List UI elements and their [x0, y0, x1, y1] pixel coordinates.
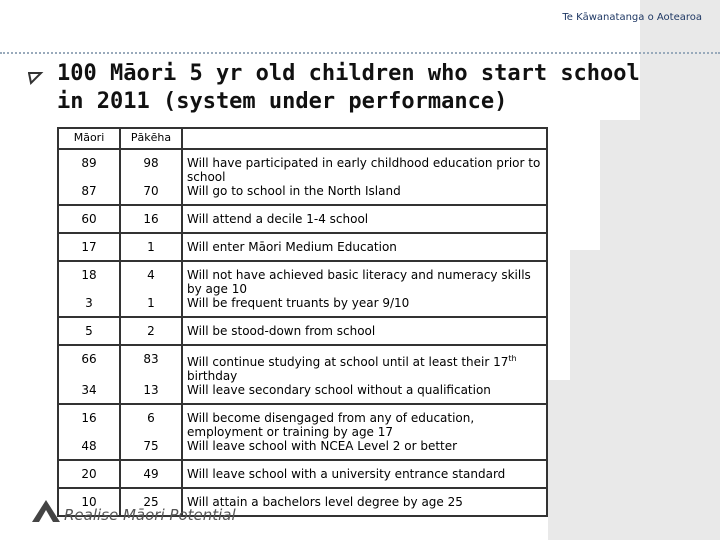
description-cell: Will be frequent truants by year 9/10	[181, 296, 548, 317]
row-group: 10 25 Will attain a bachelors level degree…	[57, 488, 548, 516]
description-cell: Will leave secondary school without a qu…	[181, 383, 548, 404]
description: Will enter Māori Medium Education	[187, 240, 397, 254]
data-table: Māori Pākēha 89 98 Will have participated …	[57, 127, 548, 517]
description: Will be stood-down from school	[187, 324, 376, 338]
description: Will attend a decile 1-4 school	[187, 212, 369, 226]
table-row: 89 98 Will have participated in early chil…	[57, 149, 548, 184]
superscript: th	[508, 354, 517, 363]
description-cell: Will leave school with a university entr…	[181, 460, 548, 488]
pakeha-cell: 70	[119, 184, 183, 205]
maori-cell: 16	[57, 404, 121, 439]
footer: Realise Māori Potential	[32, 500, 236, 526]
maori-cell: 20	[57, 460, 121, 488]
table-row: 87 70 Will go to school in the North Islan…	[57, 184, 548, 205]
table-row: 20 49 Will leave school with a university …	[57, 460, 548, 488]
maori-cell: 87	[57, 184, 121, 205]
maori-cell: 5	[57, 317, 121, 345]
row-group: 20 49 Will leave school with a university …	[57, 460, 548, 488]
description: Will continue studying at school until a…	[187, 355, 509, 369]
row-group: 17 1 Will enter Māori Medium Education	[57, 233, 548, 261]
description-cell: Will not have achieved basic literacy an…	[181, 261, 548, 296]
maori-cell: 34	[57, 383, 121, 404]
description: Will be frequent truants by year 9/10	[187, 296, 410, 310]
title-line: 100 Māori 5 yr old children who start sc…	[57, 61, 640, 86]
description-cell: Will continue studying at school until a…	[181, 345, 548, 383]
description: Will leave school with NCEA Level 2 or b…	[187, 439, 458, 453]
row-group: 5 2 Will be stood-down from school	[57, 317, 548, 345]
description-cell: Will be stood-down from school	[181, 317, 548, 345]
table-row: 3 1 Will be frequent truants by year 9/10	[57, 296, 548, 317]
maori-cell: 89	[57, 149, 121, 184]
row-group: 18 4 Will not have achieved basic literacy…	[57, 261, 548, 317]
pakeha-cell: 13	[119, 383, 183, 404]
pakeha-cell: 98	[119, 149, 183, 184]
table-row: 18 4 Will not have achieved basic literacy…	[57, 261, 548, 296]
row-group: 66 83 Will continue studying at school unt…	[57, 345, 548, 404]
row-group: 16 6 Will become disengaged from any of ed…	[57, 404, 548, 460]
description: Will leave secondary school without a qu…	[187, 383, 491, 397]
pakeha-cell: 49	[119, 460, 183, 488]
maori-cell: 48	[57, 439, 121, 460]
row-group: 89 98 Will have participated in early chil…	[57, 149, 548, 205]
description-cell: Will attain a bachelors level degree by …	[181, 488, 548, 516]
table-row: 17 1 Will enter Māori Medium Education	[57, 233, 548, 261]
description-cell: Will attend a decile 1-4 school	[181, 205, 548, 233]
column-header	[181, 127, 548, 150]
maori-cell: 10	[57, 488, 121, 516]
table-row: 60 16 Will attend a decile 1-4 school	[57, 205, 548, 233]
title: 100 Māori 5 yr old children who start sc…	[57, 60, 640, 116]
column-header: Māori	[57, 127, 121, 150]
divider	[0, 52, 720, 54]
table-row: 16 6 Will become disengaged from any of ed…	[57, 404, 548, 439]
footer-icon	[32, 500, 60, 522]
pakeha-cell: 75	[119, 439, 183, 460]
pakeha-cell: 6	[119, 404, 183, 439]
description-cell: Will leave school with NCEA Level 2 or b…	[181, 439, 548, 460]
description-cell: Will become disengaged from any of educa…	[181, 404, 548, 439]
description-cell: Will have participated in early childhoo…	[181, 149, 548, 184]
pakeha-cell: 25	[119, 488, 183, 516]
description: Will leave school with a university entr…	[187, 467, 506, 481]
pakeha-cell: 1	[119, 233, 183, 261]
pakeha-cell: 2	[119, 317, 183, 345]
pakeha-cell: 83	[119, 345, 183, 383]
description: Will attain a bachelors level degree by …	[187, 495, 463, 509]
description: Will become disengaged from any of educa…	[187, 411, 475, 439]
footer-tagline: Realise Māori Potential	[64, 506, 236, 524]
description: birthday	[187, 369, 238, 383]
pakeha-cell: 4	[119, 261, 183, 296]
description-cell: Will enter Māori Medium Education	[181, 233, 548, 261]
logo-text: Te Kāwanatanga o Aotearoa	[562, 12, 702, 23]
maori-cell: 18	[57, 261, 121, 296]
maori-cell: 3	[57, 296, 121, 317]
maori-cell: 17	[57, 233, 121, 261]
row-group: 60 16 Will attend a decile 1-4 school	[57, 205, 548, 233]
table-row: 10 25 Will attain a bachelors level degree…	[57, 488, 548, 516]
pakeha-cell: 16	[119, 205, 183, 233]
bullet-icon	[28, 72, 44, 86]
table-row: 66 83 Will continue studying at school unt…	[57, 345, 548, 383]
table-row: 34 13 Will leave secondary school without …	[57, 383, 548, 404]
table-row: 48 75 Will leave school with NCEA Level 2 …	[57, 439, 548, 460]
maori-cell: 60	[57, 205, 121, 233]
table-row: 5 2 Will be stood-down from school	[57, 317, 548, 345]
description: Will have participated in early childhoo…	[187, 156, 541, 184]
title-line: in 2011 (system under performance)	[57, 89, 508, 114]
description-cell: Will go to school in the North Island	[181, 184, 548, 205]
column-header: Pākēha	[119, 127, 183, 150]
description: Will go to school in the North Island	[187, 184, 401, 198]
pakeha-cell: 1	[119, 296, 183, 317]
maori-cell: 66	[57, 345, 121, 383]
description: Will not have achieved basic literacy an…	[187, 268, 531, 296]
